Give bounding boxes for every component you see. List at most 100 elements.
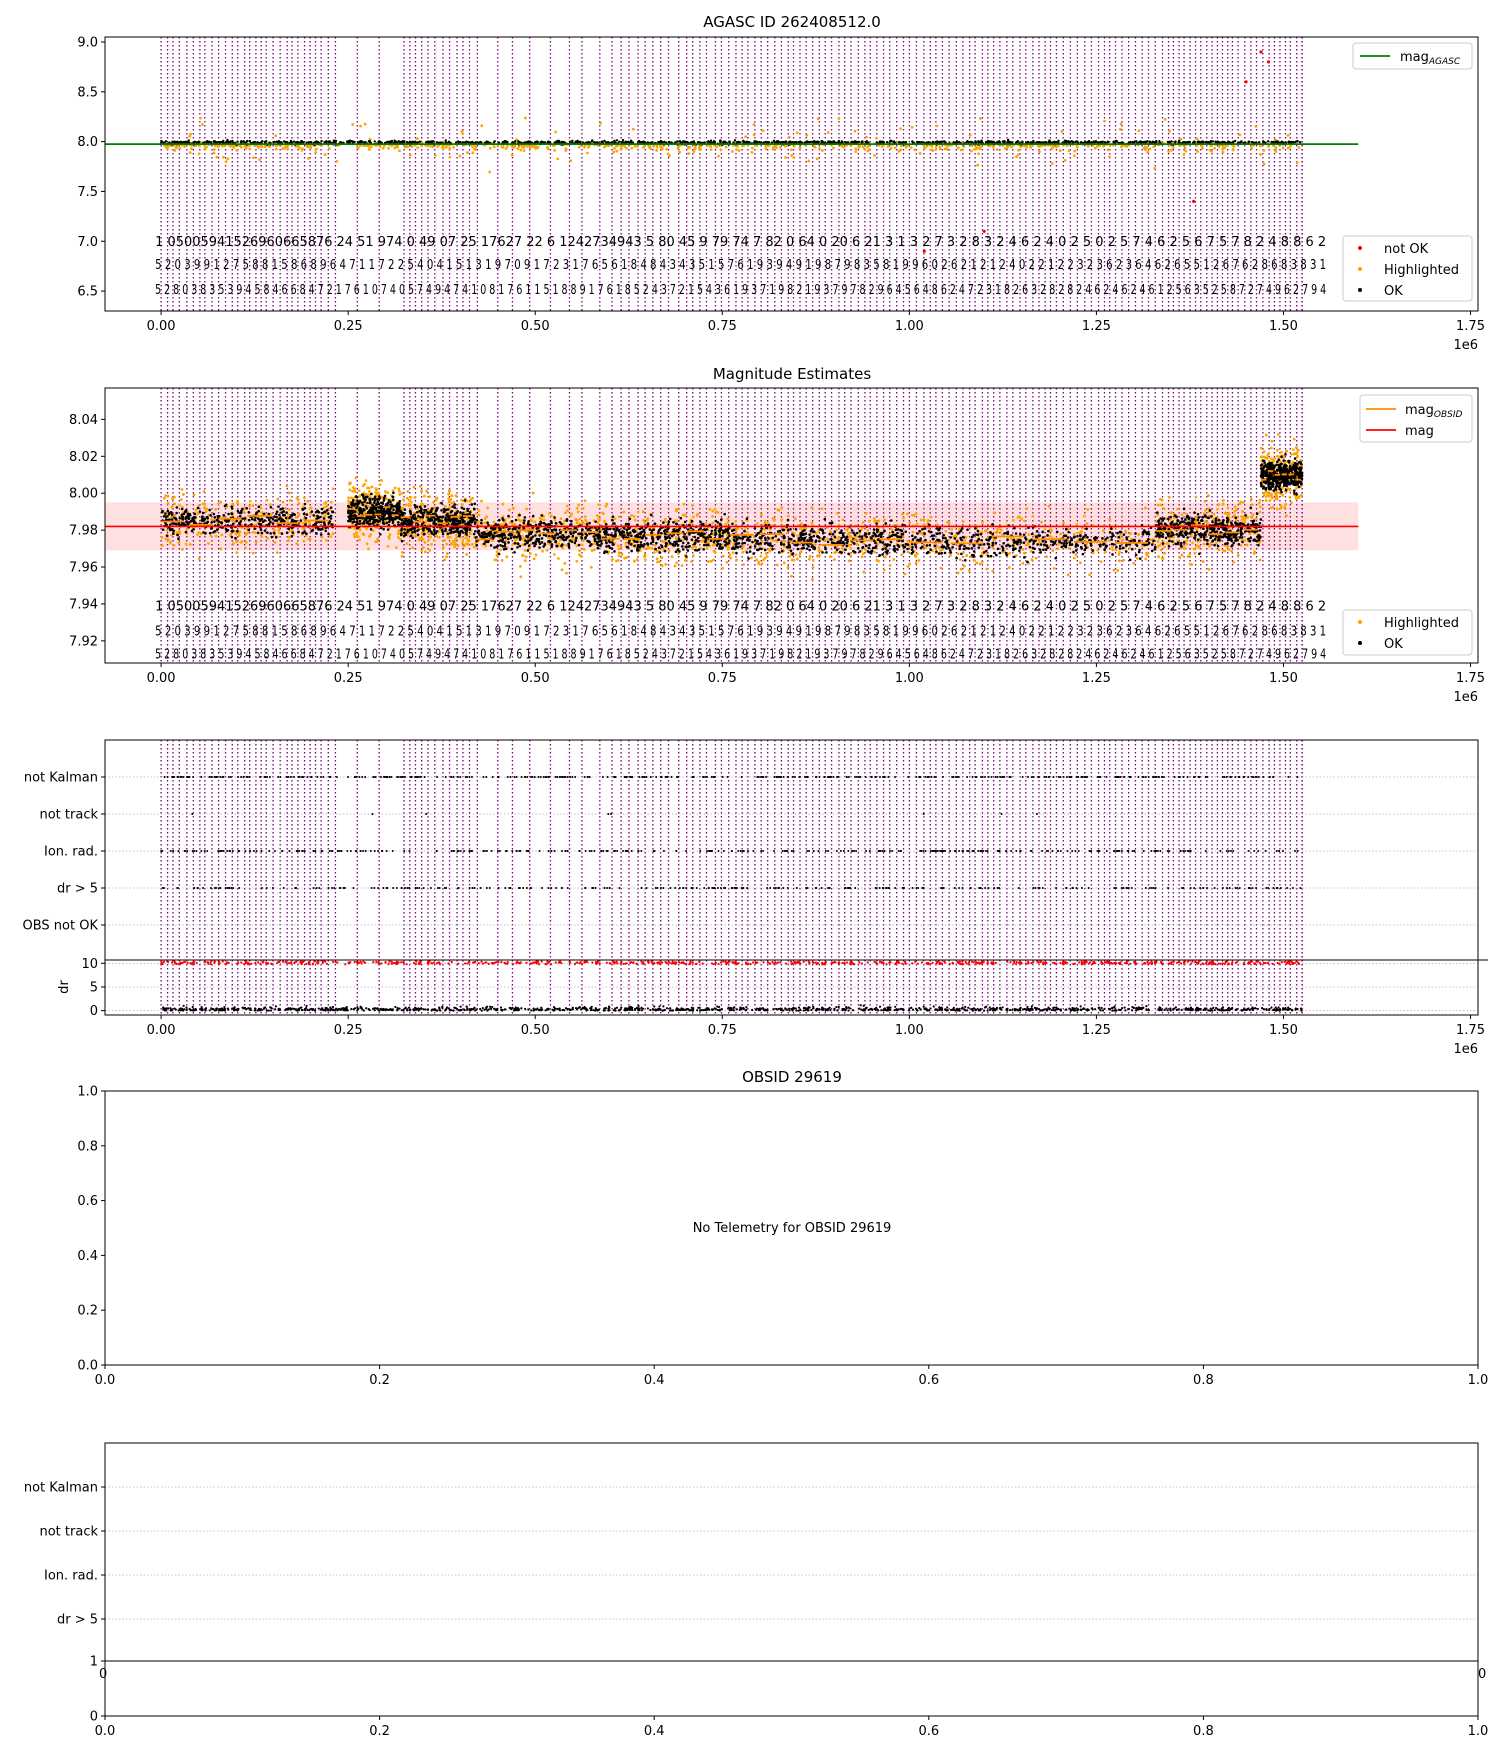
agasc-ok-point bbox=[236, 140, 239, 143]
agasc-highlighted-point bbox=[224, 160, 228, 164]
agasc-highlighted-point bbox=[431, 145, 435, 149]
magnitude-highlighted-point bbox=[363, 482, 366, 486]
magnitude-highlighted-point bbox=[429, 535, 433, 539]
agasc-highlighted-point bbox=[792, 156, 796, 159]
agasc-highlighted-point bbox=[631, 127, 635, 131]
agasc-ok-point bbox=[683, 141, 686, 144]
agasc-highlighted-point bbox=[930, 144, 934, 148]
magnitude-highlighted-point bbox=[1241, 510, 1245, 513]
magnitude-highlighted-point bbox=[926, 519, 930, 522]
agasc-ok-point bbox=[857, 140, 861, 144]
magnitude-highlighted-point bbox=[1291, 448, 1295, 452]
magnitude-highlighted-point bbox=[160, 544, 164, 547]
magnitude-highlighted-point bbox=[915, 552, 919, 556]
agasc-ok-point bbox=[348, 139, 352, 142]
magnitude-highlighted-point bbox=[160, 535, 164, 539]
magnitude-highlighted-point bbox=[309, 512, 313, 516]
agasc-ok-point bbox=[829, 140, 832, 144]
magnitude-highlighted-point bbox=[370, 485, 374, 489]
agasc-ok-point bbox=[390, 140, 393, 143]
agasc-xtick-label: 0.00 bbox=[147, 319, 176, 334]
magnitude-highlighted-point bbox=[1116, 569, 1120, 572]
agasc-highlighted-point bbox=[244, 146, 248, 150]
agasc-highlighted-point bbox=[506, 144, 509, 148]
agasc-highlighted-point bbox=[471, 145, 474, 149]
magnitude-highlighted-point bbox=[1275, 454, 1279, 458]
magnitude-highlighted-point bbox=[956, 552, 960, 556]
agasc-highlighted-point bbox=[504, 147, 508, 150]
magnitude-highlighted-point bbox=[795, 557, 799, 561]
agasc-highlighted-point bbox=[370, 145, 373, 149]
magnitude-highlighted-point bbox=[1243, 520, 1247, 524]
agasc-highlighted-point bbox=[1050, 162, 1054, 165]
magnitude-highlighted-point bbox=[652, 551, 656, 554]
magnitude-highlighted-point bbox=[411, 546, 415, 550]
agasc-highlighted-point bbox=[286, 147, 290, 151]
magnitude-highlighted-point bbox=[660, 556, 664, 560]
magnitude-highlighted-point bbox=[288, 499, 292, 502]
magnitude-highlighted-point bbox=[583, 499, 587, 503]
agasc-highlighted-point bbox=[1221, 147, 1225, 151]
magnitude-highlighted-point bbox=[406, 490, 410, 493]
magnitude-highlighted-point bbox=[400, 491, 404, 495]
agasc-highlighted-point bbox=[403, 145, 407, 149]
magnitude-highlighted-point bbox=[593, 542, 596, 546]
magnitude-highlighted-point bbox=[285, 484, 289, 488]
magnitude-highlighted-point bbox=[564, 511, 567, 515]
magnitude-highlighted-point bbox=[210, 517, 214, 521]
magnitude-highlighted-point bbox=[908, 521, 912, 525]
agasc-highlighted-point bbox=[577, 145, 581, 149]
magnitude-highlighted-point bbox=[400, 554, 404, 558]
magnitude-highlighted-point bbox=[1294, 487, 1298, 490]
agasc-highlighted-point bbox=[620, 147, 623, 151]
magnitude-highlighted-point bbox=[472, 545, 476, 549]
magnitude-highlighted-point bbox=[1197, 544, 1201, 548]
agasc-highlighted-point bbox=[363, 122, 367, 126]
magnitude-highlighted-point bbox=[675, 561, 679, 565]
magnitude-highlighted-point bbox=[378, 483, 382, 487]
magnitude-highlighted-point bbox=[1172, 516, 1176, 520]
agasc-ok-point bbox=[292, 140, 296, 143]
magnitude-highlighted-point bbox=[667, 549, 671, 553]
agasc-highlighted-point bbox=[359, 124, 362, 128]
agasc-ok-point bbox=[931, 140, 935, 144]
magnitude-highlighted-point bbox=[735, 558, 739, 562]
agasc-ok-point bbox=[248, 139, 252, 143]
agasc-ok-point bbox=[339, 141, 342, 144]
agasc-ok-point bbox=[231, 139, 234, 143]
magnitude-highlighted-point bbox=[444, 505, 447, 508]
agasc-highlighted-point bbox=[854, 150, 858, 154]
magnitude-highlighted-point bbox=[592, 548, 596, 552]
magnitude-highlighted-point bbox=[248, 499, 252, 503]
agasc-xtick-label: 0.50 bbox=[521, 319, 550, 334]
magnitude-highlighted-point bbox=[1157, 555, 1160, 559]
magnitude-highlighted-point bbox=[386, 491, 390, 495]
agasc-highlighted-point bbox=[979, 117, 982, 120]
magnitude-highlighted-point bbox=[231, 542, 235, 546]
agasc-ok-point bbox=[827, 140, 830, 144]
magnitude-highlighted-point bbox=[569, 514, 573, 517]
magnitude-highlighted-point bbox=[771, 539, 775, 542]
agasc-legend-marker bbox=[1358, 288, 1362, 292]
agasc-ok-point bbox=[977, 140, 980, 143]
magnitude-highlighted-point bbox=[175, 531, 179, 534]
magnitude-highlighted-point bbox=[323, 514, 327, 518]
magnitude-highlighted-point bbox=[460, 503, 464, 506]
magnitude-highlighted-point bbox=[711, 543, 715, 547]
agasc-ok-point bbox=[986, 141, 989, 144]
magnitude-highlighted-point bbox=[763, 519, 767, 523]
agasc-highlighted-point bbox=[676, 146, 680, 150]
magnitude-highlighted-point bbox=[432, 538, 436, 542]
magnitude-highlighted-point bbox=[1243, 538, 1247, 542]
agasc-ok-point bbox=[969, 140, 972, 144]
agasc-ok-point bbox=[454, 141, 458, 144]
magnitude-highlighted-point bbox=[935, 523, 939, 527]
magnitude-highlighted-point bbox=[1020, 517, 1023, 521]
magnitude-highlighted-point bbox=[357, 489, 361, 493]
agasc-highlighted-point bbox=[212, 151, 216, 155]
agasc-highlighted-point bbox=[327, 147, 331, 150]
agasc-highlighted-point bbox=[815, 157, 819, 161]
agasc-highlighted-point bbox=[1262, 149, 1266, 152]
magnitude-highlighted-point bbox=[197, 557, 201, 560]
